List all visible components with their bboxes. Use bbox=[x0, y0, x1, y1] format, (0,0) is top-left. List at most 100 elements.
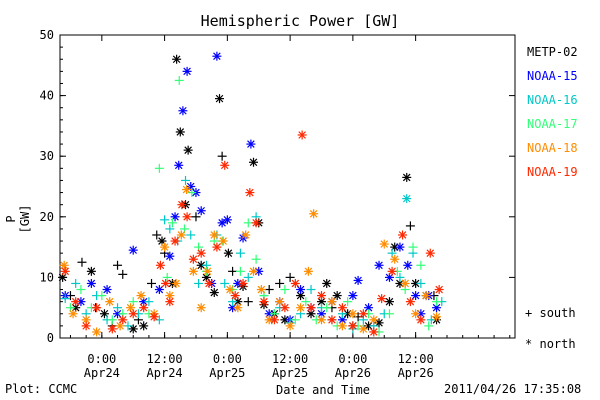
data-point bbox=[196, 248, 206, 258]
data-point bbox=[377, 294, 387, 304]
marker-legend: + south * north bbox=[525, 298, 576, 360]
data-point bbox=[220, 278, 230, 288]
data-point bbox=[322, 303, 332, 313]
data-point bbox=[162, 272, 172, 282]
data-point bbox=[337, 303, 347, 313]
data-point bbox=[358, 324, 368, 334]
data-point bbox=[170, 236, 180, 246]
data-point bbox=[275, 278, 285, 288]
data-point bbox=[434, 285, 444, 295]
x-tick-date: Apr25 bbox=[272, 366, 308, 380]
data-point bbox=[165, 297, 175, 307]
data-point bbox=[230, 291, 240, 301]
x-tick-date: Apr24 bbox=[147, 366, 183, 380]
data-point bbox=[301, 297, 311, 307]
data-point bbox=[220, 160, 230, 170]
data-point bbox=[269, 315, 279, 325]
x-tick-date: Apr25 bbox=[209, 366, 245, 380]
data-point bbox=[204, 278, 214, 288]
data-point bbox=[432, 312, 442, 322]
data-point bbox=[188, 266, 198, 276]
data-point bbox=[105, 297, 115, 307]
data-point bbox=[322, 278, 332, 288]
data-point bbox=[384, 309, 394, 319]
y-tick-label: 0 bbox=[47, 331, 54, 345]
data-point bbox=[161, 278, 171, 288]
data-point bbox=[275, 297, 285, 307]
data-point bbox=[251, 254, 261, 264]
data-point bbox=[387, 266, 397, 276]
data-point bbox=[182, 66, 192, 76]
data-point bbox=[175, 127, 185, 137]
legend-item-noaa-17: NOAA-17 bbox=[527, 117, 578, 131]
data-point bbox=[217, 151, 227, 161]
data-point bbox=[118, 269, 128, 279]
data-point bbox=[71, 278, 81, 288]
plus-marker-icon: + bbox=[525, 306, 533, 320]
data-point bbox=[398, 230, 408, 240]
data-point bbox=[327, 315, 337, 325]
data-point bbox=[160, 242, 170, 252]
data-point bbox=[374, 318, 384, 328]
data-point bbox=[316, 315, 326, 325]
data-point bbox=[246, 139, 256, 149]
data-point bbox=[225, 285, 235, 295]
data-point bbox=[92, 327, 102, 337]
data-point bbox=[405, 221, 415, 231]
data-point bbox=[264, 285, 274, 295]
data-point bbox=[172, 54, 182, 64]
data-point bbox=[235, 248, 245, 258]
data-point bbox=[306, 303, 316, 313]
data-point bbox=[81, 321, 91, 331]
data-point bbox=[280, 285, 290, 295]
marker-legend-south: + south bbox=[525, 298, 576, 329]
data-point bbox=[118, 315, 128, 325]
x-tick-date: Apr26 bbox=[335, 366, 371, 380]
data-point bbox=[86, 266, 96, 276]
data-point bbox=[306, 285, 316, 295]
data-point bbox=[348, 309, 358, 319]
data-point bbox=[107, 324, 117, 334]
y-tick-label: 30 bbox=[40, 149, 54, 163]
data-point bbox=[152, 230, 162, 240]
data-point bbox=[113, 260, 123, 270]
data-point bbox=[259, 297, 269, 307]
legend: METP-02 NOAA-15 NOAA-16 NOAA-17 NOAA-18 … bbox=[527, 40, 578, 184]
data-point bbox=[181, 175, 191, 185]
data-point bbox=[402, 194, 412, 204]
data-point bbox=[297, 130, 307, 140]
data-point bbox=[296, 285, 306, 295]
data-point bbox=[405, 297, 415, 307]
data-point bbox=[128, 309, 138, 319]
data-point bbox=[71, 297, 81, 307]
marker-label-north: north bbox=[539, 337, 576, 351]
y-tick-label: 40 bbox=[40, 89, 54, 103]
data-point bbox=[353, 275, 363, 285]
data-point bbox=[176, 230, 186, 240]
chart-title: Hemispheric Power [GW] bbox=[200, 12, 400, 30]
data-point bbox=[408, 242, 418, 252]
data-point bbox=[222, 215, 232, 225]
data-point bbox=[416, 260, 426, 270]
legend-item-noaa-19: NOAA-19 bbox=[527, 165, 578, 179]
data-point bbox=[178, 106, 188, 116]
data-point bbox=[136, 291, 146, 301]
data-point bbox=[416, 315, 426, 325]
data-point bbox=[212, 242, 222, 252]
data-point bbox=[165, 251, 175, 261]
data-point bbox=[212, 51, 222, 61]
data-point bbox=[403, 260, 413, 270]
data-point bbox=[157, 236, 167, 246]
data-point bbox=[395, 272, 405, 282]
data-point bbox=[411, 309, 421, 319]
data-point bbox=[144, 297, 154, 307]
data-point bbox=[165, 224, 175, 234]
data-point bbox=[102, 285, 112, 295]
y-tick-label: 20 bbox=[40, 210, 54, 224]
x-axis-label: Date and Time bbox=[276, 383, 370, 397]
data-point bbox=[228, 266, 238, 276]
y-tick-label: 50 bbox=[40, 28, 54, 42]
data-point bbox=[384, 297, 394, 307]
data-point bbox=[358, 309, 368, 319]
data-point bbox=[251, 218, 261, 228]
